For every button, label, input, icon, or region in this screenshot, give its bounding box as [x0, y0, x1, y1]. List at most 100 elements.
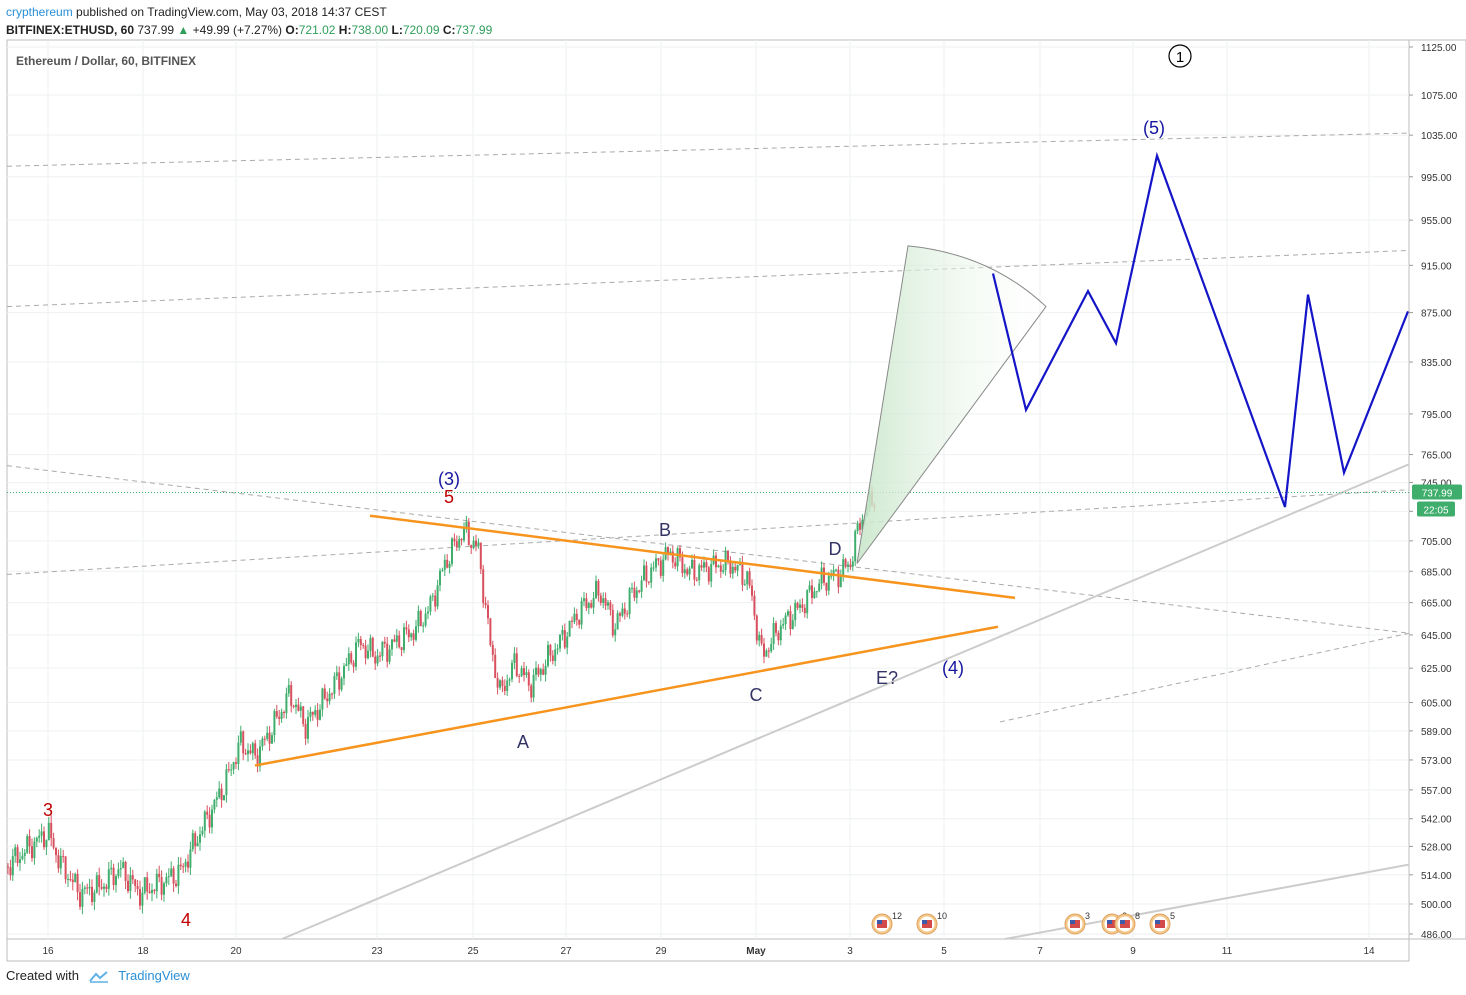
candle-body — [707, 567, 710, 582]
candle-body — [489, 618, 492, 645]
candle-body — [549, 644, 552, 656]
candle-body — [758, 635, 761, 641]
candle-body — [789, 611, 792, 630]
candle-body — [835, 569, 837, 571]
triangle-upper-line — [369, 514, 1016, 600]
candle-body — [554, 649, 557, 661]
wave-label: 4 — [181, 910, 191, 930]
candle-body — [539, 669, 542, 675]
candle-body — [667, 547, 669, 555]
candle-body — [338, 672, 341, 690]
candle-body — [163, 883, 165, 895]
candle-body — [611, 609, 614, 636]
candle-body — [791, 620, 794, 630]
y-tick-label: 995.00 — [1421, 173, 1452, 184]
candle-body — [585, 598, 588, 609]
candle-body — [343, 666, 345, 679]
candle-body — [650, 567, 653, 583]
candle-body — [765, 650, 768, 657]
y-tick-label: 745.00 — [1421, 479, 1452, 490]
y-tick-label: 835.00 — [1421, 358, 1452, 369]
candle-body — [299, 706, 302, 711]
event-marker-icon: 12 — [871, 911, 902, 935]
x-tick-label: 5 — [941, 946, 947, 957]
candle-body — [825, 582, 828, 591]
y-tick-label: 765.00 — [1421, 451, 1452, 462]
wave5-projection-path — [991, 151, 1410, 508]
candle-body — [859, 523, 861, 530]
candle-body — [729, 560, 732, 574]
candle-body — [331, 693, 333, 695]
candle-body — [16, 847, 19, 863]
y-tick-label: 1125.00 — [1421, 43, 1457, 54]
projection-fan — [856, 245, 1047, 564]
candle-body — [604, 598, 607, 606]
candle-body — [535, 667, 537, 675]
candle-body — [285, 693, 288, 714]
candle-body — [573, 613, 576, 622]
candle-body — [523, 668, 525, 676]
candle-body — [134, 879, 137, 887]
event-marker-icon: 5 — [1149, 911, 1175, 935]
candle-body — [136, 886, 139, 890]
x-tick-label: 29 — [655, 946, 667, 957]
candle-body — [431, 595, 434, 597]
y-tick-label: 1035.00 — [1421, 131, 1458, 142]
candle-body — [503, 685, 506, 692]
candle-body — [530, 685, 533, 698]
grid-lines — [7, 40, 1409, 939]
candle-body — [609, 602, 612, 610]
flag-canton — [1155, 920, 1160, 924]
candle-body — [326, 698, 329, 702]
candle-body — [777, 632, 780, 641]
candle-body — [583, 598, 585, 602]
candle-body — [743, 584, 746, 586]
x-tick-label: May — [746, 946, 766, 957]
dashed-channel-line — [6, 489, 1410, 575]
candle-body — [595, 580, 597, 599]
candle-body — [633, 587, 636, 598]
candle-body — [544, 665, 547, 675]
y-tick-label: 665.00 — [1421, 599, 1452, 610]
candle-body — [105, 886, 108, 889]
candle-body — [47, 822, 50, 841]
candle-body — [266, 732, 269, 739]
wave-label: (5) — [1143, 118, 1165, 138]
candle-body — [443, 559, 446, 570]
candle-body — [172, 868, 175, 884]
candle-body — [719, 565, 722, 572]
event-marker-icon: 8 — [1114, 911, 1140, 935]
candle-body — [184, 861, 187, 867]
y-tick-label: 625.00 — [1421, 664, 1452, 675]
candle-body — [148, 891, 151, 894]
candle-body — [818, 583, 821, 592]
y-tick-label: 557.00 — [1421, 786, 1452, 797]
tradingview-logo-icon — [88, 970, 108, 983]
candle-body — [199, 834, 201, 843]
candle-body — [671, 551, 674, 563]
author-link[interactable]: crypthereum — [6, 5, 73, 19]
candle-body — [67, 879, 69, 881]
candle-body — [9, 867, 12, 876]
candle-body — [727, 550, 729, 561]
y-tick-label: 486.00 — [1421, 930, 1452, 941]
candle-body — [455, 541, 458, 547]
candle-body — [674, 562, 677, 567]
candle-body — [703, 562, 705, 568]
y-tick-label: 915.00 — [1421, 261, 1452, 272]
candle-body — [151, 889, 153, 894]
tradingview-brand-link[interactable]: TradingView — [118, 968, 190, 983]
candle-body — [31, 846, 33, 859]
candle-body — [487, 605, 489, 619]
candle-body — [100, 886, 103, 889]
wave-label: 1 — [1176, 49, 1184, 66]
candle-body — [460, 538, 463, 541]
candle-body — [832, 570, 835, 576]
candle-body — [458, 538, 461, 547]
candle-body — [124, 861, 127, 881]
candle-body — [775, 623, 777, 633]
ohlc-line: BITFINEX:ETHUSD, 60 737.99 ▲ +49.99 (+7.… — [6, 21, 492, 39]
candle-body — [619, 613, 621, 616]
candle-body — [746, 571, 749, 585]
